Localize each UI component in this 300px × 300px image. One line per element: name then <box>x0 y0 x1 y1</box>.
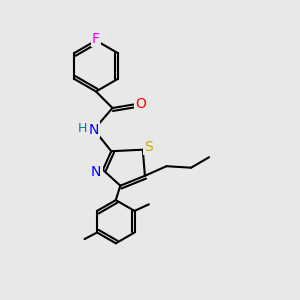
Text: N: N <box>91 165 101 179</box>
Text: F: F <box>92 32 100 46</box>
Text: S: S <box>144 140 153 154</box>
Text: H: H <box>78 122 87 136</box>
Text: N: N <box>89 123 99 136</box>
Text: O: O <box>135 98 146 111</box>
